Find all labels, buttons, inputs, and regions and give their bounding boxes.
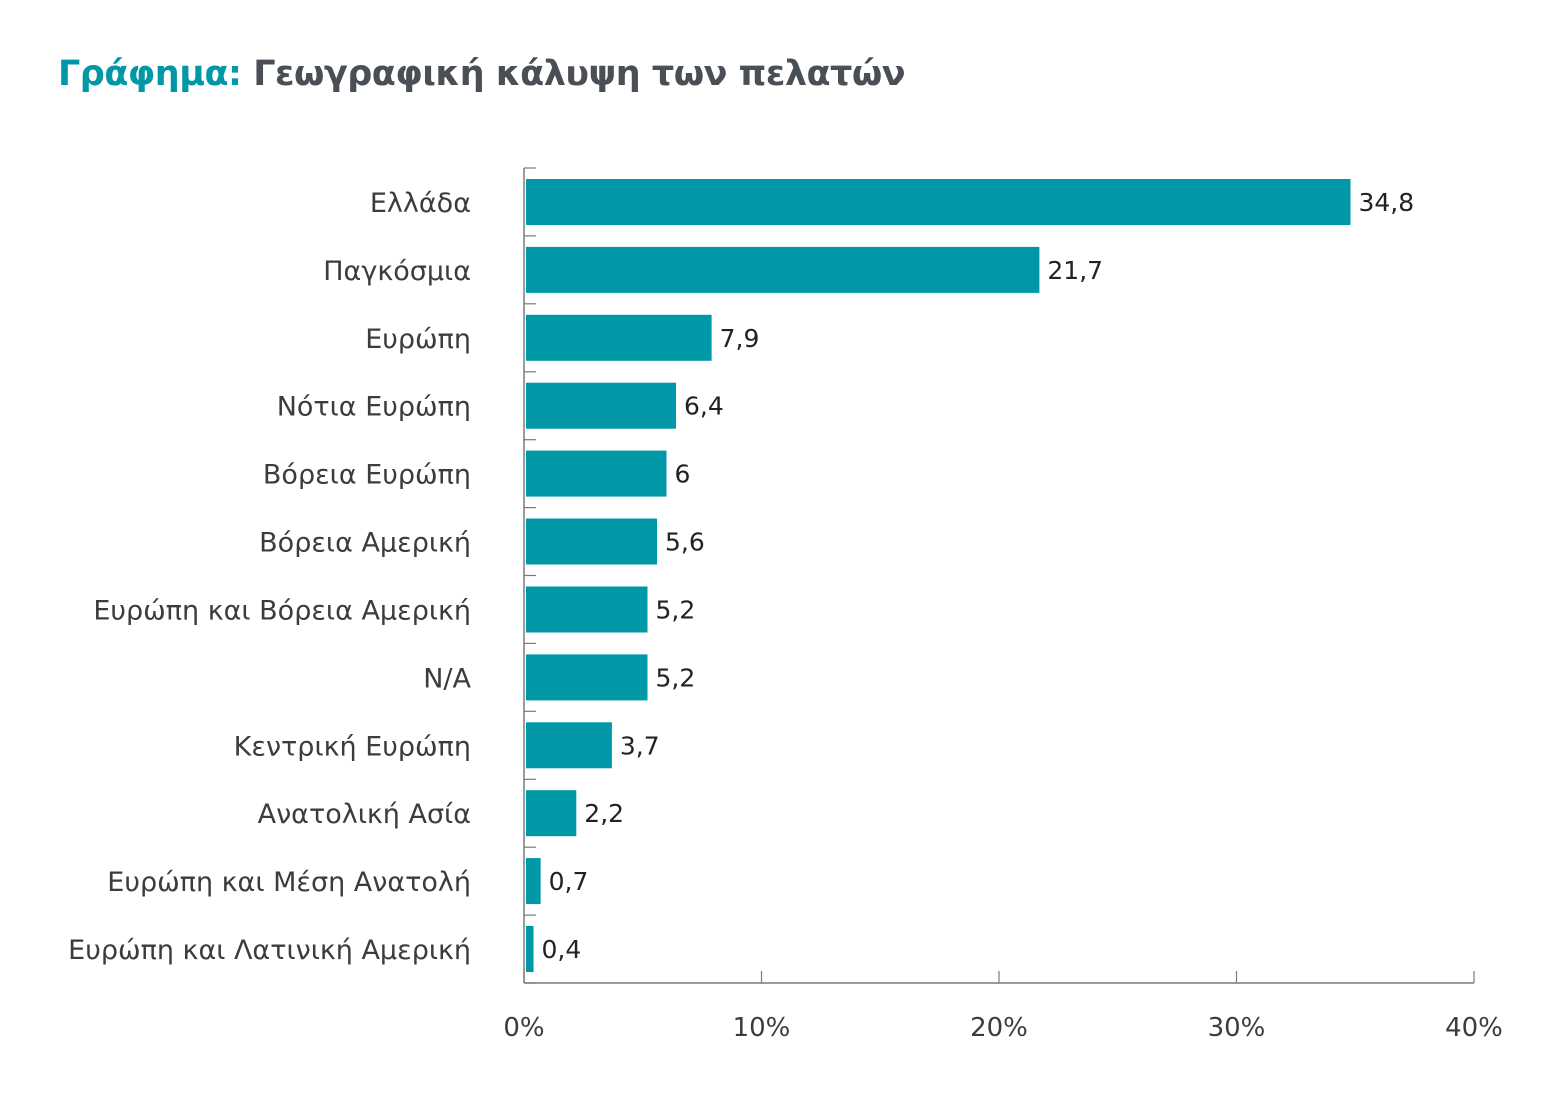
value-label-3: 6,4 xyxy=(684,392,724,421)
category-label-11: Ευρώπη και Λατινική Αμερική xyxy=(68,935,471,966)
bar-7 xyxy=(526,654,648,701)
value-label-11: 0,4 xyxy=(542,935,582,964)
bar-5 xyxy=(526,518,657,565)
category-label-10: Ευρώπη και Μέση Ανατολή xyxy=(107,867,471,898)
value-label-8: 3,7 xyxy=(620,731,660,760)
chart-title: Γράφημα: Γεωγραφική κάλυψη των πελατών xyxy=(58,54,906,94)
x-tick-label-1: 10% xyxy=(733,1013,791,1043)
value-label-7: 5,2 xyxy=(656,663,696,692)
chart-title-main: Γεωγραφική κάλυψη των πελατών xyxy=(253,54,906,94)
x-tick-label-4: 40% xyxy=(1445,1013,1503,1043)
value-label-5: 5,6 xyxy=(665,528,705,557)
bar-1 xyxy=(526,246,1040,293)
value-label-1: 21,7 xyxy=(1047,256,1103,285)
category-label-6: Ευρώπη και Βόρεια Αμερική xyxy=(93,596,471,627)
bar-3 xyxy=(526,382,676,429)
value-label-4: 6 xyxy=(675,460,691,489)
category-label-2: Ευρώπη xyxy=(365,324,471,355)
category-label-7: Ν/Α xyxy=(423,663,471,694)
category-label-5: Βόρεια Αμερική xyxy=(259,528,471,559)
category-label-0: Ελλάδα xyxy=(370,188,471,219)
bar-0 xyxy=(526,179,1351,225)
category-label-8: Κεντρική Ευρώπη xyxy=(234,731,471,762)
value-label-6: 5,2 xyxy=(656,596,696,625)
x-tick-label-2: 20% xyxy=(970,1013,1028,1043)
chart-title-prefix: Γράφημα: xyxy=(58,54,242,94)
bar-4 xyxy=(526,450,667,497)
value-label-2: 7,9 xyxy=(720,324,760,353)
category-label-3: Νότια Ευρώπη xyxy=(277,392,471,423)
bar-9 xyxy=(526,790,577,837)
value-label-9: 2,2 xyxy=(584,799,624,828)
bar-2 xyxy=(526,314,712,361)
category-label-9: Ανατολική Ασία xyxy=(258,799,471,830)
category-label-4: Βόρεια Ευρώπη xyxy=(263,460,471,491)
bar-10 xyxy=(526,858,541,905)
bar-8 xyxy=(526,722,612,769)
bar-6 xyxy=(526,586,648,633)
bar-11 xyxy=(526,926,534,972)
x-tick-label-3: 30% xyxy=(1208,1013,1266,1043)
value-label-0: 34,8 xyxy=(1359,188,1415,217)
value-label-10: 0,7 xyxy=(549,867,589,896)
x-tick-label-0: 0% xyxy=(503,1013,544,1043)
category-label-1: Παγκόσμια xyxy=(323,256,471,287)
